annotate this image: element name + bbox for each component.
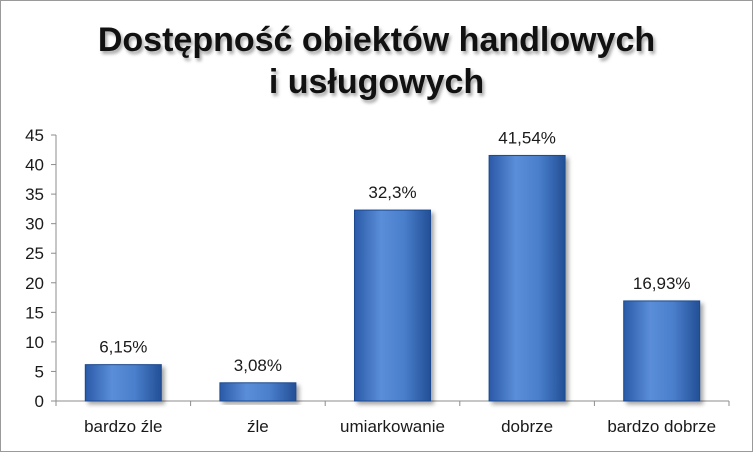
category-label: bardzo dobrze <box>607 417 716 436</box>
category-label: źle <box>247 417 269 436</box>
bar <box>623 300 701 402</box>
y-tick-label: 25 <box>25 244 44 263</box>
bar <box>488 154 566 402</box>
data-label: 3,08% <box>234 356 282 375</box>
chart-title-line-1: Dostępność obiektów handlowych <box>97 21 656 59</box>
axes: 0 5 10 15 20 25 30 35 40 45 <box>25 126 730 411</box>
y-tick-label: 15 <box>25 303 44 322</box>
data-label: 16,93% <box>633 274 691 293</box>
category-label: umiarkowanie <box>340 417 445 436</box>
y-tick-label: 45 <box>25 126 44 145</box>
y-tick-label: 30 <box>25 215 44 234</box>
chart-title-line-2: i usługowych <box>268 63 485 101</box>
category-label: bardzo źle <box>84 417 162 436</box>
data-label: 32,3% <box>368 183 416 202</box>
bar <box>219 382 297 402</box>
bars <box>84 154 701 402</box>
y-tick-label: 40 <box>25 156 44 175</box>
y-tick-label: 20 <box>25 274 44 293</box>
y-tick-label: 35 <box>25 185 44 204</box>
category-label: dobrze <box>501 417 553 436</box>
y-tick-label: 5 <box>35 362 44 381</box>
data-label: 6,15% <box>99 338 147 357</box>
bar <box>354 209 431 402</box>
y-tick-label: 0 <box>35 392 44 411</box>
labels: 6,15% bardzo źle 3,08% źle 32,3% umiarkowanie… <box>84 128 716 436</box>
chart-title: Dostępność obiektów handlowych i usługow… <box>1 19 752 103</box>
y-tick-label: 10 <box>25 333 44 352</box>
bar <box>84 364 162 402</box>
data-label: 41,54% <box>498 128 556 147</box>
